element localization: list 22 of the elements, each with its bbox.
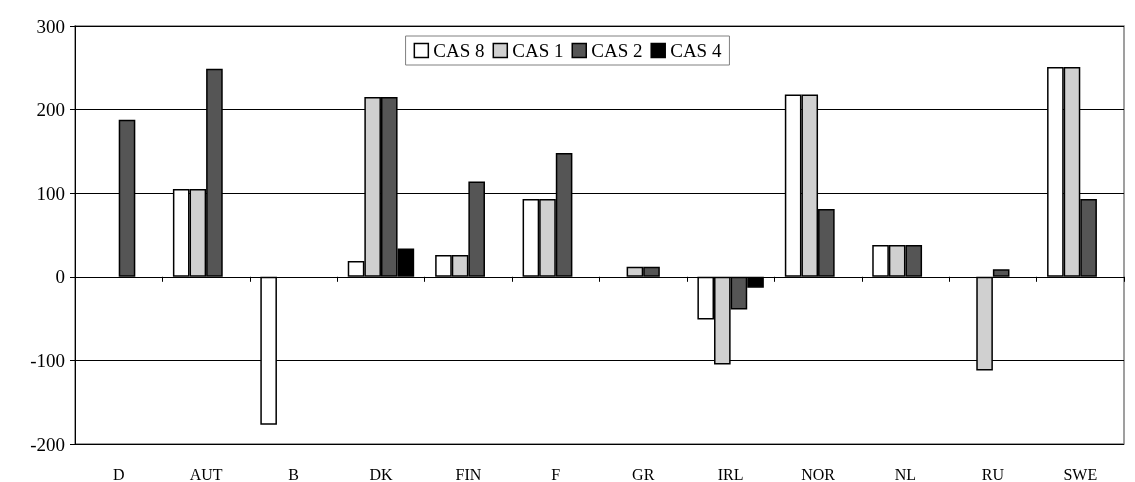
legend-label: CAS 1 xyxy=(512,40,564,61)
y-tick-label: 0 xyxy=(55,266,65,288)
x-tick-label: AUT xyxy=(189,465,223,482)
y-tick-label: -200 xyxy=(30,433,65,455)
x-tick-label: IRL xyxy=(717,465,744,482)
x-tick-label: F xyxy=(551,465,561,482)
x-tick-label: NL xyxy=(894,465,917,482)
legend-label: CAS 2 xyxy=(591,40,643,61)
y-tick-label: 200 xyxy=(36,99,65,121)
x-tick-label: B xyxy=(288,465,299,482)
y-tick-label: 100 xyxy=(36,182,65,204)
x-tick-label: GR xyxy=(632,465,655,482)
x-tick-label: FIN xyxy=(455,465,482,482)
y-tick-label: -100 xyxy=(30,349,65,371)
x-tick-label: NOR xyxy=(801,465,836,482)
legend-label: CAS 4 xyxy=(670,40,722,61)
x-tick-label: RU xyxy=(981,465,1005,482)
x-tick-label: D xyxy=(112,465,125,482)
x-tick-label: SWE xyxy=(1063,465,1098,482)
x-tick-label: DK xyxy=(369,465,393,482)
legend-label: CAS 8 xyxy=(433,40,485,61)
y-tick-label: 300 xyxy=(36,15,65,37)
